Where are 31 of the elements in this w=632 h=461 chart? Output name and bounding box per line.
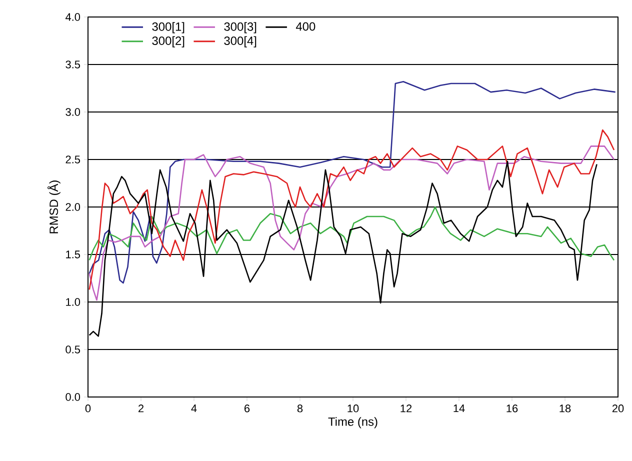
legend-label: 400 (296, 22, 316, 31)
line-series (88, 206, 615, 261)
x-tick-label: 0 (85, 404, 91, 412)
x-tick-label: 16 (506, 404, 518, 412)
x-tick-label: 12 (400, 404, 412, 412)
x-tick-label: 14 (454, 404, 465, 412)
y-tick-label: 4.0 (65, 13, 80, 21)
y-tick-label: 3.0 (66, 108, 80, 116)
x-tick-label: 18 (560, 404, 571, 412)
y-tick-label: 2.0 (66, 203, 80, 211)
x-axis-title: Time (ns) (328, 417, 378, 428)
legend-label: 300[4] (224, 36, 256, 48)
y-tick-label: 0.0 (66, 393, 80, 401)
line-series (88, 129, 615, 290)
line-series (88, 146, 615, 301)
line-series (88, 80, 616, 284)
x-tick-label: 10 (348, 404, 359, 412)
x-tick-label: 20 (612, 404, 624, 412)
y-tick-label: 0.5 (66, 346, 80, 354)
x-tick-label: 2 (138, 404, 144, 412)
x-tick-label: 4 (191, 404, 197, 412)
x-tick-label: 6 (244, 404, 250, 412)
y-tick-label: 2.5 (66, 156, 80, 164)
x-tick-label: 8 (297, 404, 303, 412)
y-tick-label: 1.0 (66, 298, 80, 306)
legend-label: 300[1] (152, 22, 184, 34)
legend-label: 300[2] (152, 36, 184, 48)
legend-label: 300[3] (224, 22, 256, 34)
y-axis-title: RMSD (Å) (47, 180, 60, 234)
y-tick-label: 1.5 (66, 250, 80, 258)
y-tick-label: 3.5 (66, 60, 80, 68)
